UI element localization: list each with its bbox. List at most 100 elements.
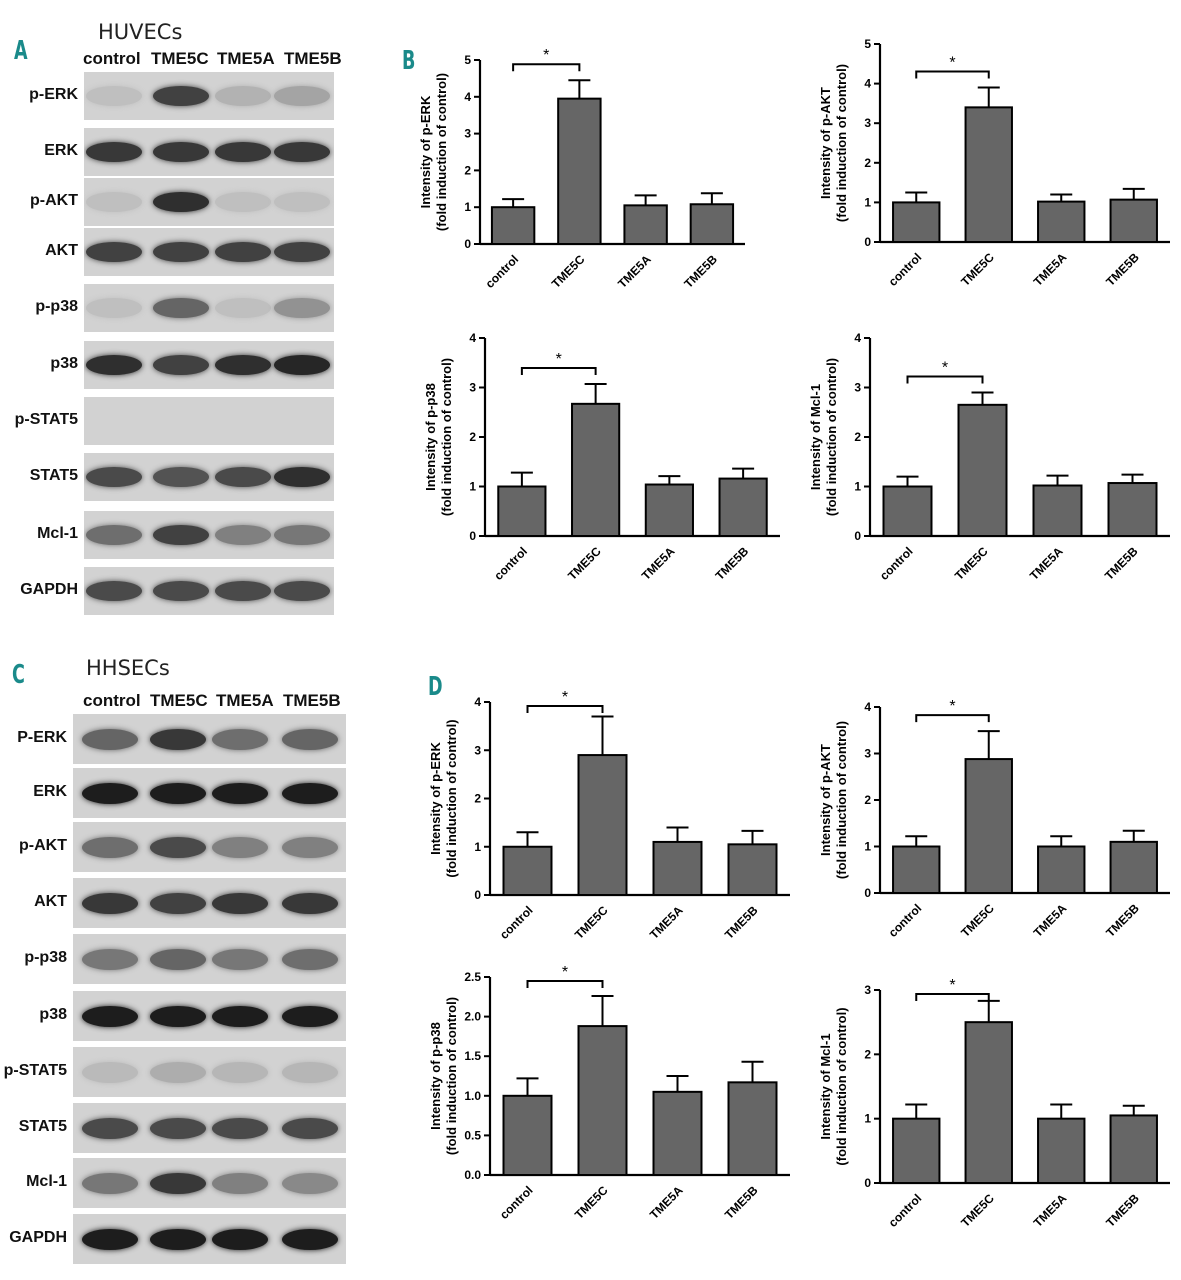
bar	[1109, 1114, 1158, 1184]
blot-band	[150, 1228, 206, 1250]
y-axis-label: Intensity of p-ERK	[418, 95, 433, 208]
blot-band	[212, 836, 268, 858]
bar	[727, 1081, 778, 1176]
blot-strip	[84, 341, 334, 389]
blot-band	[274, 466, 330, 488]
blot-band	[86, 466, 142, 488]
blot-strip	[84, 178, 334, 226]
blot-band	[212, 948, 268, 970]
blot-band	[282, 1061, 338, 1083]
x-tick-label: control	[886, 901, 925, 940]
blot-band	[86, 524, 142, 546]
blot-band	[86, 580, 142, 602]
bar-chart-d-p-p38: 0.0 0.5 1.0 1.5 2.0 2.5 Intensity of p-p38 (fol…	[428, 964, 790, 1222]
bar	[652, 1090, 703, 1176]
y-tick-label: 3	[469, 381, 476, 395]
y-tick-label: 0.5	[464, 1128, 481, 1142]
y-tick-label: 2	[464, 163, 471, 177]
blot-label: ERK	[44, 142, 78, 159]
y-axis-label: Intensity of Mcl-1	[808, 384, 823, 490]
blot-band	[274, 191, 330, 213]
panel-letter-d: D	[428, 672, 443, 702]
bar	[1037, 1117, 1086, 1185]
blot-label: p-STAT5	[3, 1062, 67, 1079]
x-tick-label: TME5C	[572, 1183, 611, 1222]
bar-chart-d-p-erk: 0 1 2 3 4 Intensity of p-ERK (fold induction o…	[428, 689, 790, 942]
blot-band	[282, 892, 338, 914]
significance-bracket	[526, 980, 604, 988]
significance-star: *	[949, 698, 955, 715]
blot-band	[212, 1061, 268, 1083]
bar	[964, 758, 1013, 894]
y-tick-label: 2.5	[464, 970, 481, 984]
significance-bracket	[915, 993, 990, 1001]
bar	[892, 845, 941, 894]
y-tick-label: 5	[864, 37, 871, 51]
y-tick-label: 3	[474, 743, 481, 757]
x-tick-label: TME5A	[647, 903, 686, 942]
blot-label: p-AKT	[19, 837, 67, 854]
blot-label: GAPDH	[20, 581, 78, 598]
y-tick-label: 2	[864, 1047, 871, 1061]
y-tick-label: 0	[864, 886, 871, 900]
blot-band	[212, 782, 268, 804]
y-tick-label: 1.5	[464, 1049, 481, 1063]
bar	[892, 1117, 941, 1185]
y-tick-label: 4	[469, 331, 476, 345]
significance-star: *	[562, 964, 568, 981]
blot-band	[82, 1172, 138, 1194]
significance-bracket	[512, 63, 581, 72]
y-tick-label: 5	[464, 53, 471, 67]
y-tick-label: 1	[864, 1112, 871, 1126]
lane-label: control	[83, 691, 141, 710]
x-tick-label: TME5B	[722, 1183, 761, 1222]
blot-band	[82, 728, 138, 750]
y-tick-label: 2	[854, 430, 861, 444]
bar	[1037, 845, 1086, 894]
panel-letter-c: C	[12, 660, 25, 690]
panel-letter-b: B	[402, 46, 416, 76]
blot-band	[150, 948, 206, 970]
blot-label: Mcl-1	[26, 1173, 67, 1190]
blot-label: P-ERK	[17, 729, 67, 746]
significance-star: *	[562, 689, 568, 706]
blot-band	[153, 297, 209, 319]
x-tick-label: TME5C	[549, 252, 588, 291]
significance-star: *	[949, 977, 955, 994]
significance-star: *	[556, 351, 562, 368]
blot-band	[86, 191, 142, 213]
blot-strip	[84, 567, 334, 615]
blot-band	[86, 141, 142, 163]
blot-strip	[73, 768, 346, 818]
bar	[557, 97, 602, 245]
blot-label: p38	[39, 1006, 67, 1023]
bar	[497, 485, 547, 537]
bar	[571, 402, 621, 537]
blot-band	[153, 580, 209, 602]
blot-label: GAPDH	[9, 1229, 67, 1246]
blot-band	[282, 1005, 338, 1027]
x-tick-label: TME5B	[713, 544, 752, 583]
blot-band	[215, 85, 271, 107]
x-tick-label: TME5C	[952, 544, 991, 583]
blot-band	[282, 782, 338, 804]
bar	[623, 204, 668, 245]
blot-band	[282, 1117, 338, 1139]
y-axis-label: (fold induction of control)	[444, 997, 459, 1155]
y-axis-label: Intensity of p-AKT	[818, 744, 833, 856]
blot-strip	[73, 1047, 346, 1097]
y-tick-label: 1.0	[464, 1089, 481, 1103]
x-tick-label: TME5A	[639, 544, 678, 583]
x-tick-label: TME5B	[681, 252, 720, 291]
y-tick-label: 1	[464, 200, 471, 214]
significance-star: *	[949, 55, 955, 72]
y-tick-label: 1	[864, 195, 871, 209]
blot-label: p-AKT	[30, 192, 78, 209]
blot-band	[282, 1228, 338, 1250]
blot-band	[86, 241, 142, 263]
lane-label: TME5B	[284, 49, 342, 68]
blot-band	[82, 1061, 138, 1083]
blot-band	[82, 1005, 138, 1027]
y-tick-label: 3	[864, 116, 871, 130]
